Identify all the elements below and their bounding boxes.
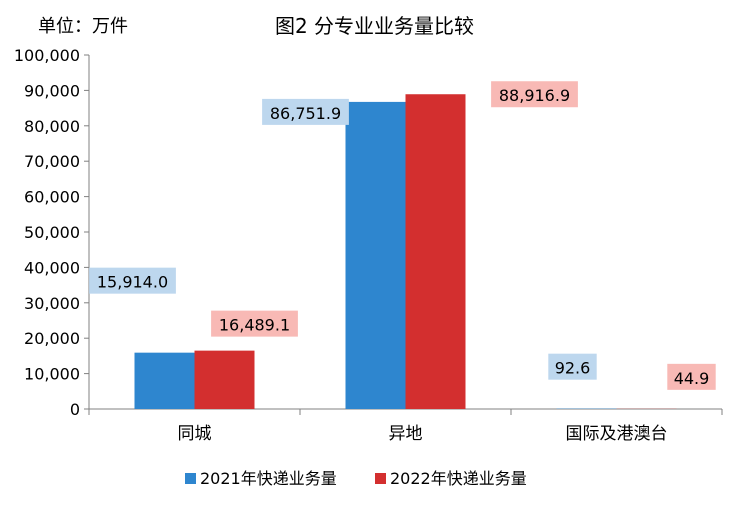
data-label: 16,489.1 [219,316,290,335]
y-tick-label: 90,000 [24,81,80,100]
y-tick-label: 100,000 [14,46,80,65]
data-label-bg [262,98,349,125]
y-tick-label: 20,000 [24,329,80,348]
data-label: 15,914.0 [97,273,168,292]
y-tick-label: 10,000 [24,365,80,384]
y-tick-label: 50,000 [24,223,80,242]
data-label: 86,751.9 [270,104,341,123]
data-label: 92.6 [555,359,591,378]
data-label-bg [89,267,176,294]
y-tick-label: 40,000 [24,258,80,277]
bar-2021 [134,352,195,409]
bar-2022 [194,350,255,409]
x-tick-label: 国际及港澳台 [566,424,668,444]
y-tick-label: 0 [70,400,80,419]
data-label-bg [667,363,716,390]
y-tick-label: 30,000 [24,294,80,313]
data-label-bg [211,310,298,337]
data-label-bg [491,81,578,108]
legend-swatch [375,473,386,484]
data-label: 44.9 [674,369,710,388]
legend-swatch [185,473,196,484]
data-label: 88,916.9 [499,86,570,105]
x-tick-label: 同城 [178,424,212,444]
x-tick-label: 异地 [389,424,423,444]
y-tick-label: 70,000 [24,152,80,171]
y-tick-label: 60,000 [24,188,80,207]
legend-label: 2022年快递业务量 [390,469,527,488]
unit-label: 单位：万件 [38,16,128,37]
data-label-bg [548,353,597,380]
legend-label: 2021年快递业务量 [200,469,337,488]
chart-title: 图2 分专业业务量比较 [274,14,475,38]
y-tick-label: 80,000 [24,117,80,136]
bar-2021 [345,101,406,409]
bar-2022 [405,94,466,409]
